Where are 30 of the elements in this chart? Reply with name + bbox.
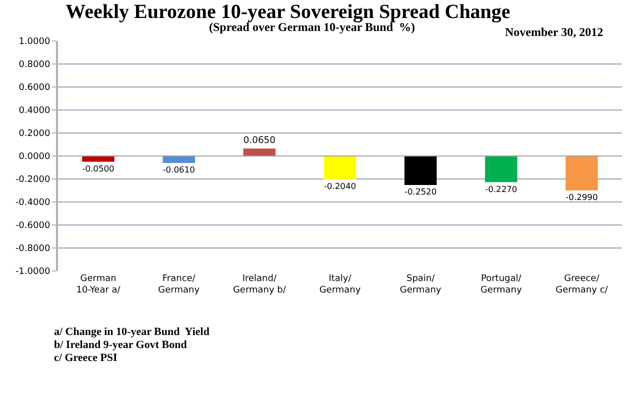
text: c/ Greece PSI bbox=[54, 352, 118, 364]
y-tick-label: 0.0000 bbox=[18, 152, 50, 162]
data-label: -0.2520 bbox=[404, 186, 437, 197]
data-label: -0.0610 bbox=[162, 164, 195, 175]
x-tick-label: Portugal/ Germany bbox=[480, 274, 522, 296]
y-tick-label: -1.0000 bbox=[15, 267, 50, 278]
x-tick-label: Ireland/ Germany b/ bbox=[232, 274, 287, 296]
y-tick-label: 0.4000 bbox=[18, 106, 50, 116]
y-tick-label: 0.8000 bbox=[18, 60, 50, 70]
text: b/ Ireland 9-year Govt Bond bbox=[54, 339, 187, 351]
data-label: -0.0500 bbox=[82, 163, 114, 174]
data-label: -0.2270 bbox=[485, 184, 518, 194]
y-tick-label: -0.8000 bbox=[15, 244, 50, 254]
data-label: 0.0650 bbox=[243, 134, 276, 146]
y-tick-label: -0.4000 bbox=[15, 198, 50, 208]
y-tick-label: 0.6000 bbox=[18, 83, 50, 94]
y-tick-label: 0.2000 bbox=[18, 129, 50, 140]
x-tick-label: France/ Germany bbox=[158, 274, 200, 296]
x-tick-label: Italy/ Germany bbox=[319, 274, 362, 296]
x-tick-label: Spain/ Germany bbox=[400, 274, 442, 296]
text: a/ Change in 10-year Bund Yield bbox=[54, 326, 210, 338]
chart-title: Weekly Eurozone 10-year Sovereign Spread Change bbox=[66, 0, 510, 23]
text: November 30, 2012 bbox=[505, 25, 604, 39]
y-tick-label: -0.6000 bbox=[15, 221, 50, 232]
y-tick-label: -0.2000 bbox=[15, 175, 50, 186]
data-label: -0.2990 bbox=[566, 192, 598, 202]
y-tick-label: 1.0000 bbox=[18, 37, 50, 48]
data-label: -0.2040 bbox=[324, 181, 356, 192]
x-tick-label: German 10-Year a/ bbox=[76, 274, 122, 296]
x-tick-label: Greece/ Germany c/ bbox=[556, 274, 609, 296]
